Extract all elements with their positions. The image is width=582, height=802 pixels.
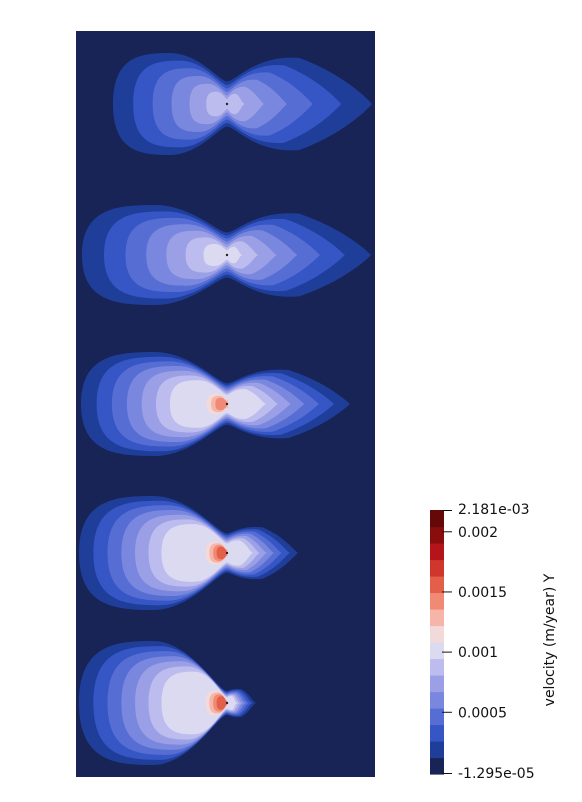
colorbar-band: [430, 757, 444, 775]
plume-1: [113, 53, 372, 155]
colorbar-band: [430, 625, 444, 643]
colorbar-band: [430, 691, 444, 709]
colorbar-min-label: -1.295e-05: [458, 766, 535, 782]
plume-5: [79, 641, 256, 765]
plume-3: [81, 352, 350, 456]
contour-plumes: [79, 53, 372, 765]
source-point: [225, 102, 229, 106]
colorbar-tick-label: 0.0015: [458, 585, 507, 601]
colorbar-band: [430, 658, 444, 676]
source-point: [225, 402, 229, 406]
colorbar-max-label: 2.181e-03: [458, 502, 530, 518]
colorbar-band: [430, 675, 444, 693]
source-point: [225, 701, 229, 705]
colorbar-band: [430, 543, 444, 561]
colorbar-tick-label: 0.0005: [458, 705, 507, 721]
colorbar-band: [430, 708, 444, 726]
colorbar-band: [430, 741, 444, 759]
colorbar-band: [430, 592, 444, 610]
contour-level-11: [216, 546, 228, 560]
source-point: [225, 551, 229, 555]
colorbar-ticks: 0.002 0.0015 0.001 0.0005: [442, 510, 507, 774]
colorbar-band: [430, 510, 444, 528]
colorbar-band: [430, 526, 444, 544]
colorbar: [430, 510, 444, 775]
colorbar-tick-label: 0.001: [458, 645, 498, 661]
colorbar-title: velocity (m/year) Y: [542, 573, 558, 706]
contour-level-10: [215, 397, 229, 411]
colorbar-band: [430, 576, 444, 594]
colorbar-band: [430, 724, 444, 742]
colorbar-band: [430, 609, 444, 627]
contour-level-7: [161, 671, 238, 735]
contour-level-11: [216, 696, 228, 710]
colorbar-tick-label: 0.002: [458, 525, 498, 541]
colorbar-band: [430, 642, 444, 660]
contour-level-6: [206, 91, 246, 117]
plume-4: [79, 496, 298, 610]
source-point: [225, 253, 229, 257]
plume-2: [82, 205, 371, 305]
colorbar-band: [430, 559, 444, 577]
contour-level-7: [203, 244, 243, 266]
